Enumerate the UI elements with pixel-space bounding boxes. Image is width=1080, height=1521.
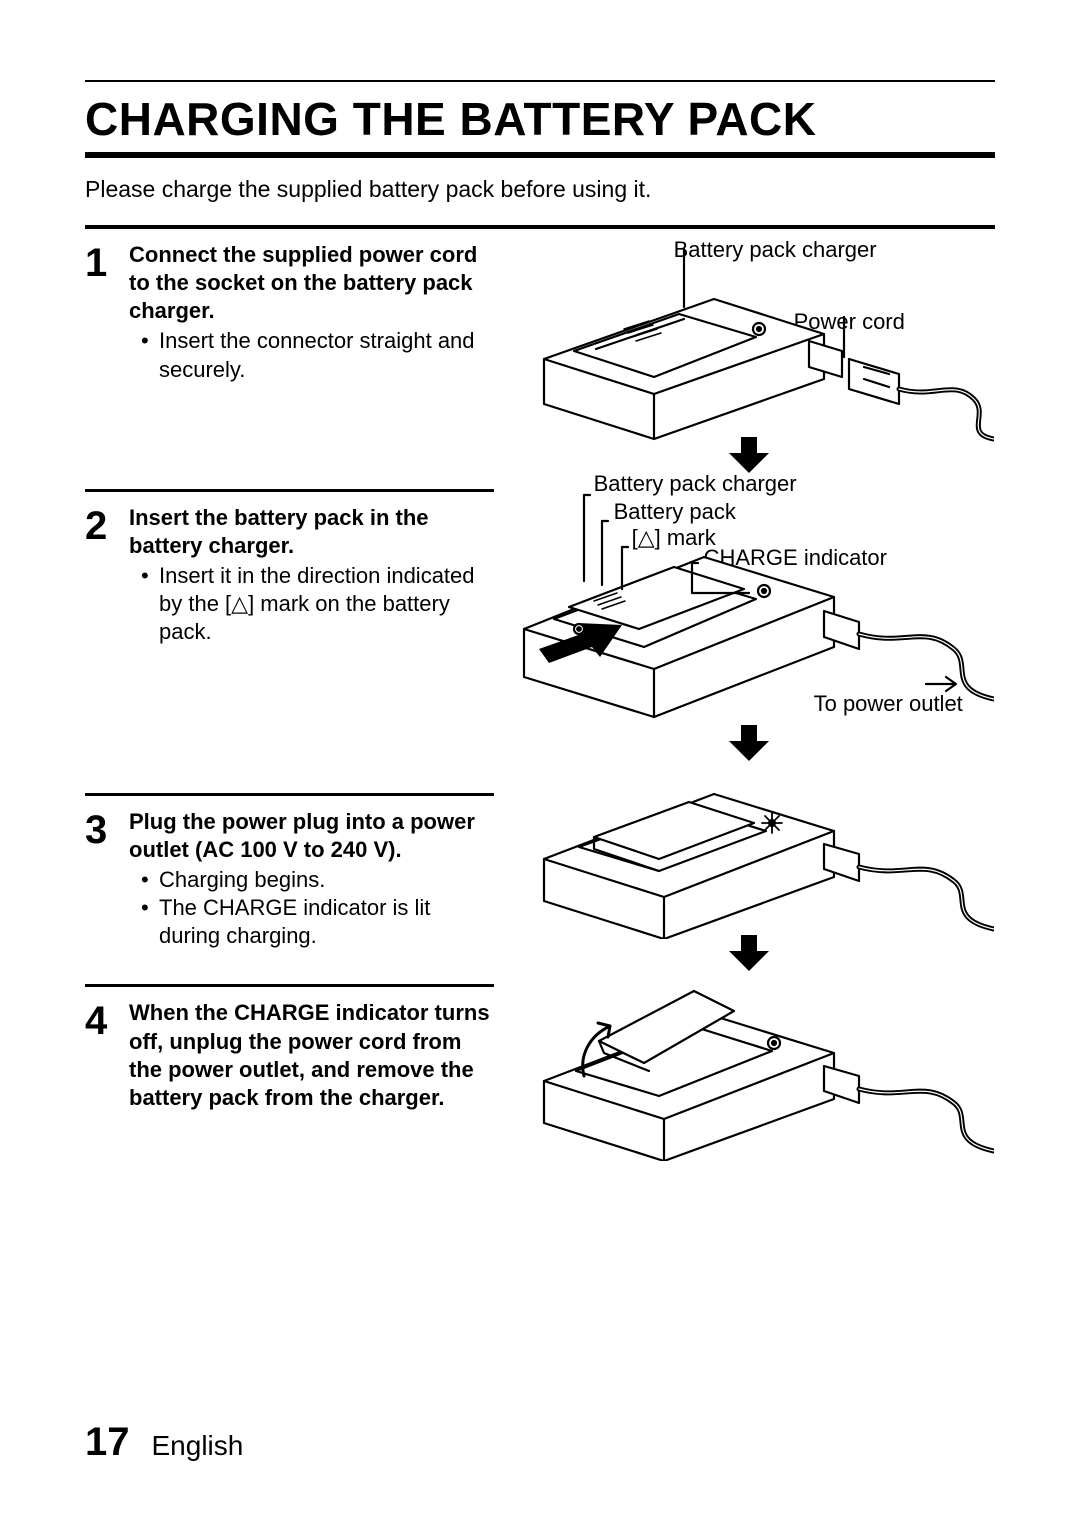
diagram-area: Battery pack charger Power cord: [504, 229, 995, 1112]
step-number: 4: [85, 999, 129, 1112]
steps-column: 1 Connect the supplied power cord to the…: [85, 229, 504, 1112]
page-language: English: [152, 1430, 244, 1462]
title-rule-bottom: [85, 152, 995, 158]
step-bullet: The CHARGE indicator is lit during charg…: [147, 894, 494, 950]
charger-diagram-3-icon: [524, 759, 994, 939]
charger-diagram-4-icon: [524, 971, 994, 1161]
step-heading: When the CHARGE indicator turns off, unp…: [129, 999, 494, 1112]
step-bullets: Insert the connector straight and secure…: [129, 327, 494, 383]
down-arrow-icon: [727, 723, 771, 763]
step-heading: Plug the power plug into a power outlet …: [129, 808, 494, 864]
content-columns: 1 Connect the supplied power cord to the…: [85, 229, 995, 1112]
step-bullet: Insert the connector straight and secure…: [147, 327, 494, 383]
spacer: [85, 384, 494, 489]
step-bullet: Charging begins.: [147, 866, 494, 894]
step-1: 1 Connect the supplied power cord to the…: [85, 229, 494, 384]
diagram-column: Battery pack charger Power cord: [504, 229, 995, 1112]
step-body: Insert the battery pack in the battery c…: [129, 504, 494, 647]
step-number: 3: [85, 808, 129, 951]
down-arrow-icon: [727, 435, 771, 475]
step-4: 4 When the CHARGE indicator turns off, u…: [85, 987, 494, 1112]
page-footer: 17 English: [85, 1420, 243, 1465]
step-body: Connect the supplied power cord to the s…: [129, 241, 494, 384]
charger-diagram-1-icon: [504, 239, 994, 449]
step-bullets: Charging begins. The CHARGE indicator is…: [129, 866, 494, 950]
step-body: When the CHARGE indicator turns off, unp…: [129, 999, 494, 1112]
spacer: [85, 950, 494, 984]
step-3: 3 Plug the power plug into a power outle…: [85, 796, 494, 951]
step-bullet: Insert it in the direction indicated by …: [147, 562, 494, 646]
page-number: 17: [85, 1420, 130, 1465]
step-heading: Connect the supplied power cord to the s…: [129, 241, 494, 325]
step-body: Plug the power plug into a power outlet …: [129, 808, 494, 951]
step-number: 1: [85, 241, 129, 384]
intro-text: Please charge the supplied battery pack …: [85, 176, 995, 203]
step-number: 2: [85, 504, 129, 647]
down-arrow-icon: [727, 933, 771, 973]
step-heading: Insert the battery pack in the battery c…: [129, 504, 494, 560]
step-2: 2 Insert the battery pack in the battery…: [85, 492, 494, 647]
step-bullets: Insert it in the direction indicated by …: [129, 562, 494, 646]
charger-diagram-2-icon: [494, 489, 994, 729]
spacer: [85, 647, 494, 793]
page-title: CHARGING THE BATTERY PACK: [85, 82, 995, 152]
manual-page: CHARGING THE BATTERY PACK Please charge …: [0, 0, 1080, 1521]
